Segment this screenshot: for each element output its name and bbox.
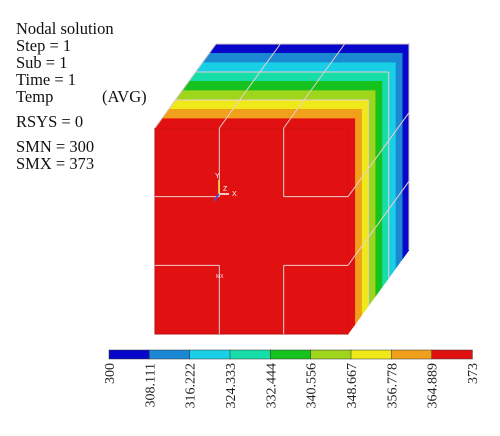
axis-y-label: Y [215, 173, 220, 180]
top-face-band [201, 52, 403, 64]
legend-tick-label: 308.111 [143, 363, 158, 407]
color-legend [108, 349, 473, 360]
mesh-line [347, 112, 410, 197]
top-face-band [168, 99, 369, 110]
legend-swatch [270, 349, 312, 360]
temp-label: Temp [16, 87, 54, 106]
legend-swatch [350, 349, 392, 360]
legend-tick-label: 332.444 [264, 363, 279, 409]
right-face-band [388, 61, 396, 279]
legend-tick-label: 356.778 [385, 363, 400, 409]
axis-z-label: Z [223, 186, 228, 193]
top-face-band [161, 109, 363, 119]
top-face-band [154, 118, 356, 129]
legend-tick-label: 364.889 [426, 363, 441, 409]
legend-swatch [108, 349, 150, 360]
right-face-band [401, 43, 410, 261]
temp-row: Temp (AVG) [16, 88, 147, 105]
solution-info-panel: Nodal solution Step = 1 Sub = 1 Time = 1… [16, 20, 147, 172]
sub-value: Sub = 1 [16, 53, 68, 72]
legend-tick-label: 348.667 [345, 363, 360, 409]
axis-triad-icon: YZX [213, 173, 237, 202]
legend-swatch [229, 349, 271, 360]
legend-tick-label: 340.556 [305, 363, 320, 409]
legend-tick-label: 316.222 [184, 363, 199, 409]
top-face-band [174, 90, 376, 101]
right-face-band [347, 117, 356, 335]
top-face-band [181, 81, 383, 91]
top-face-band [188, 71, 390, 82]
right-face-band [374, 80, 383, 298]
color-legend-labels: 300 308.111 316.222 324.333 332.444 340.556 34… [103, 363, 481, 409]
right-face-band [367, 89, 376, 307]
right-face-band [381, 71, 390, 289]
smn-value: SMN = 300 [16, 137, 95, 156]
right-face-band [395, 52, 403, 270]
legend-tick-label: 373 [466, 363, 481, 384]
right-face-band [354, 108, 362, 326]
rsys-value: RSYS = 0 [16, 112, 84, 131]
right-face-band [361, 99, 369, 317]
axis-x-label: X [232, 191, 237, 198]
solution-title: Nodal solution [16, 19, 114, 38]
smx-value: SMX = 373 [16, 154, 95, 173]
cube-front-face [154, 127, 349, 335]
legend-swatch [391, 349, 433, 360]
mesh-line [347, 181, 410, 266]
temp-avg-label: (AVG) [102, 87, 147, 106]
mesh-line [218, 43, 281, 129]
legend-tick-label: 300 [103, 363, 118, 384]
top-face-band [208, 43, 410, 54]
legend-swatch [431, 349, 473, 360]
legend-tick-label: 324.333 [224, 363, 239, 409]
mesh-line [283, 43, 346, 129]
legend-swatch [310, 349, 352, 360]
max-marker-label: MX [216, 274, 224, 280]
time-value: Time = 1 [16, 70, 77, 89]
top-face-band [195, 62, 396, 73]
legend-swatch [189, 349, 231, 360]
cube-model: MX [154, 43, 410, 335]
cube-edge [154, 43, 217, 129]
step-value: Step = 1 [16, 36, 72, 55]
legend-swatch [149, 349, 191, 360]
